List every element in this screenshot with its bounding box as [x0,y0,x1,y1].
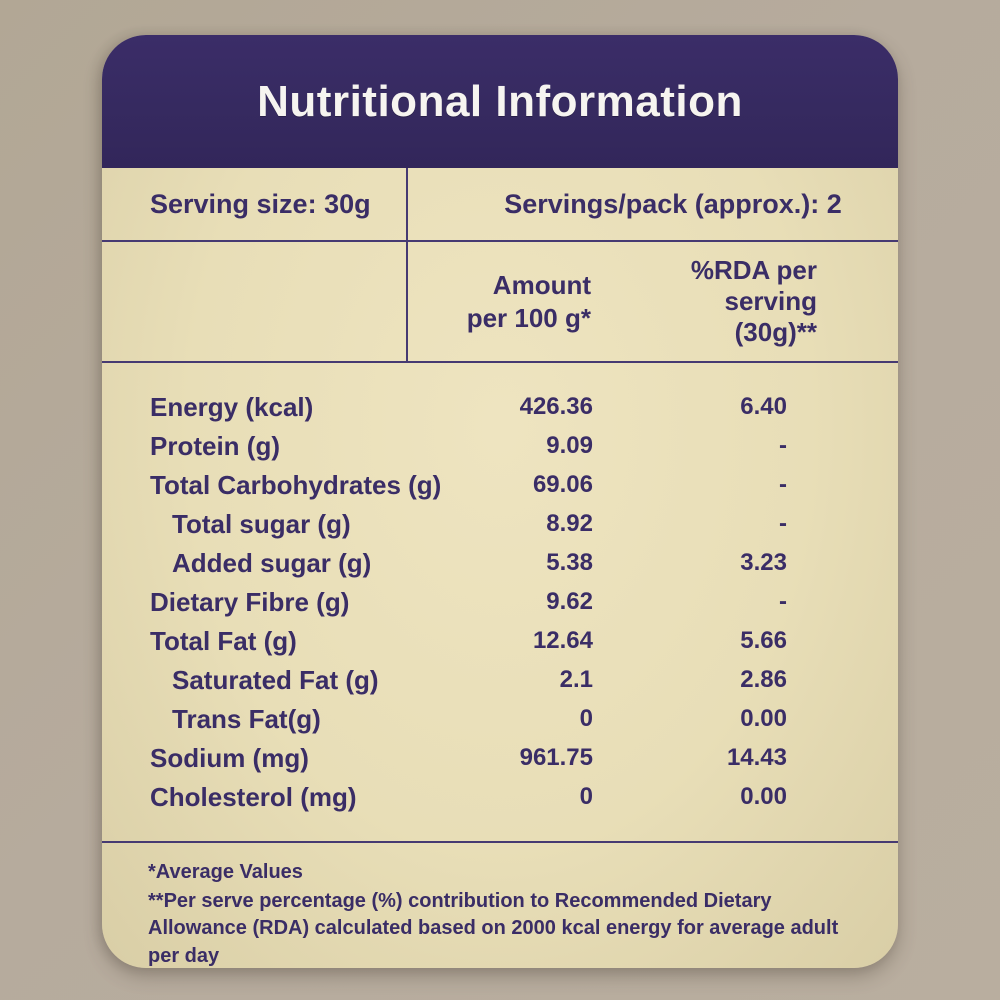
table-row: Dietary Fibre (g) 9.62 - [102,583,898,622]
nutrient-label: Cholesterol (mg) [150,781,357,812]
nutrient-amount: 426.36 [519,393,593,420]
label-header-band: Nutritional Information [102,35,898,168]
nutrient-rda-value: - [779,510,787,537]
nutrient-rda-value: 0.00 [740,783,787,810]
nutrient-rda-value: 6.40 [740,393,787,420]
table-row: Added sugar (g) 5.38 3.23 [102,544,898,583]
column-header-row: Amount per 100 g* %RDA per serving (30g)… [102,242,898,363]
nutrient-rda-value: - [779,588,787,615]
column-header-amount: Amount per 100 g* [408,242,591,361]
nutrient-amount: 5.38 [546,549,593,576]
nutrient-amount: 0 [579,705,593,732]
table-row: Saturated Fat (g) 2.1 2.86 [102,661,898,700]
rda-header-line: %RDA per [690,255,817,286]
nutrient-amount: 961.75 [519,744,593,771]
nutrient-label: Protein (g) [150,430,280,461]
nutrient-amount: 12.64 [532,627,593,654]
nutrient-rda-value: 2.86 [740,666,787,693]
nutrient-amount: 0 [579,783,593,810]
servings-per-pack-cell: Servings/pack (approx.): 2 [408,168,898,240]
nutrient-label: Sodium (mg) [150,742,309,773]
nutrient-amount: 2.1 [559,666,593,693]
nutrient-label: Total Carbohydrates (g) [150,469,442,500]
table-row: Cholesterol (mg) 0 0.00 [102,778,898,817]
nutrient-label: Added sugar (g) [172,547,372,578]
serving-size-text: Serving size: 30g [150,188,371,219]
rda-header-line: (30g)** [734,316,817,347]
servings-per-pack-text: Servings/pack (approx.): 2 [504,188,842,219]
nutrient-label: Saturated Fat (g) [172,664,379,695]
table-row: Trans Fat(g) 0 0.00 [102,700,898,739]
table-row: Total Fat (g) 12.64 5.66 [102,622,898,661]
nutrient-amount: 8.92 [546,510,593,537]
column-header-rda: %RDA per serving (30g)** [591,242,898,361]
serving-row: Serving size: 30g Servings/pack (approx.… [102,168,898,242]
table-row: Sodium (mg) 961.75 14.43 [102,739,898,778]
nutrient-rda-value: 5.66 [740,627,787,654]
footnotes: *Average Values **Per serve percentage (… [102,843,898,968]
nutrient-amount: 9.62 [546,588,593,615]
amount-header-line: Amount [492,270,591,300]
nutrient-rda-value: 3.23 [740,549,787,576]
amount-header-line: per 100 g* [466,302,591,333]
nutrient-rda-value: - [779,432,787,459]
nutrient-rda-value: 0.00 [740,705,787,732]
nutrient-label: Dietary Fibre (g) [150,586,350,617]
nutrient-rda-value: - [779,471,787,498]
table-row: Energy (kcal) 426.36 6.40 [102,388,898,427]
table-row: Total Carbohydrates (g) 69.06 - [102,466,898,505]
nutrient-label: Total Fat (g) [150,625,297,656]
footnote-rda-explanation: **Per serve percentage (%) contribution … [148,889,839,967]
nutrient-label: Trans Fat(g) [172,703,321,734]
nutrient-amount: 9.09 [546,432,593,459]
serving-size-cell: Serving size: 30g [102,168,408,240]
nutrient-amount: 69.06 [532,471,593,498]
table-row: Protein (g) 9.09 - [102,427,898,466]
nutrient-rda-value: 14.43 [726,744,787,771]
label-title: Nutritional Information [257,76,743,126]
nutrition-rows: Energy (kcal) 426.36 6.40 Protein (g) 9.… [102,363,898,843]
nutrient-label: Total sugar (g) [172,508,351,539]
nutrient-label: Energy (kcal) [150,391,314,422]
nutrition-label-card: Nutritional Information Serving size: 30… [102,35,898,968]
column-header-label-spacer [102,242,408,361]
rda-header-line: serving [724,286,818,317]
footnote-average-values: *Average Values [148,861,303,883]
table-row: Total sugar (g) 8.92 - [102,505,898,544]
